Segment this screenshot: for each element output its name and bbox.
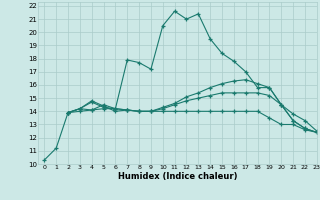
X-axis label: Humidex (Indice chaleur): Humidex (Indice chaleur) (118, 172, 237, 181)
